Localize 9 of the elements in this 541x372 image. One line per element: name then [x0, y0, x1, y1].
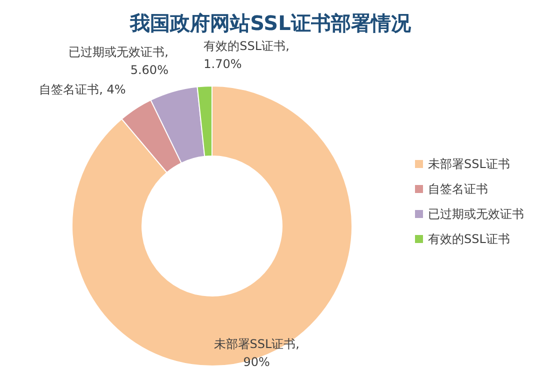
- chart-title: 我国政府网站SSL证书部署情况: [129, 11, 412, 35]
- legend-label: 已过期或无效证书: [428, 207, 524, 221]
- data-label: 未部署SSL证书, 90%: [214, 337, 300, 370]
- data-label: 有效的SSL证书, 1.70%: [204, 39, 290, 72]
- data-label: 自签名证书, 4%: [39, 82, 126, 97]
- legend-label: 未部署SSL证书: [428, 157, 510, 171]
- data-label: 已过期或无效证书, 5.60%: [68, 45, 168, 78]
- legend-label: 有效的SSL证书: [428, 232, 510, 246]
- legend-label: 自签名证书: [428, 182, 488, 196]
